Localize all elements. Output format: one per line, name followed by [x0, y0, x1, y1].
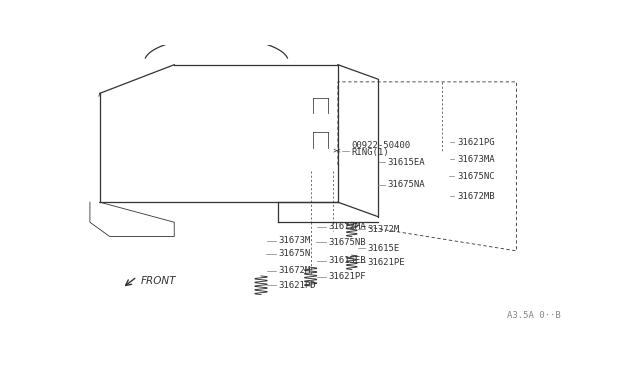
Text: 31621PF: 31621PF	[328, 272, 365, 281]
Text: 31673M: 31673M	[278, 236, 310, 246]
Text: 31675NA: 31675NA	[388, 180, 425, 189]
Text: 31672MB: 31672MB	[457, 192, 495, 201]
Text: 31621PG: 31621PG	[457, 138, 495, 147]
Text: 31372M: 31372M	[367, 225, 400, 234]
Text: FRONT: FRONT	[141, 276, 176, 286]
Text: RING(1): RING(1)	[351, 148, 389, 157]
Text: 31673MA: 31673MA	[457, 155, 495, 164]
Text: 31621PE: 31621PE	[367, 258, 405, 267]
Text: 00922-50400: 00922-50400	[351, 141, 410, 150]
Text: 31615EA: 31615EA	[388, 158, 425, 167]
Text: 31621PD: 31621PD	[278, 281, 316, 290]
Text: 31615EB: 31615EB	[328, 256, 365, 265]
Text: 31615E: 31615E	[367, 244, 400, 253]
Text: 31672M: 31672M	[278, 266, 310, 275]
Text: 31675N: 31675N	[278, 249, 310, 258]
Text: 31675NB: 31675NB	[328, 238, 365, 247]
Text: 31672MA: 31672MA	[328, 222, 365, 231]
Text: A3.5A 0··B: A3.5A 0··B	[508, 311, 561, 320]
Text: 31675NC: 31675NC	[457, 172, 495, 181]
